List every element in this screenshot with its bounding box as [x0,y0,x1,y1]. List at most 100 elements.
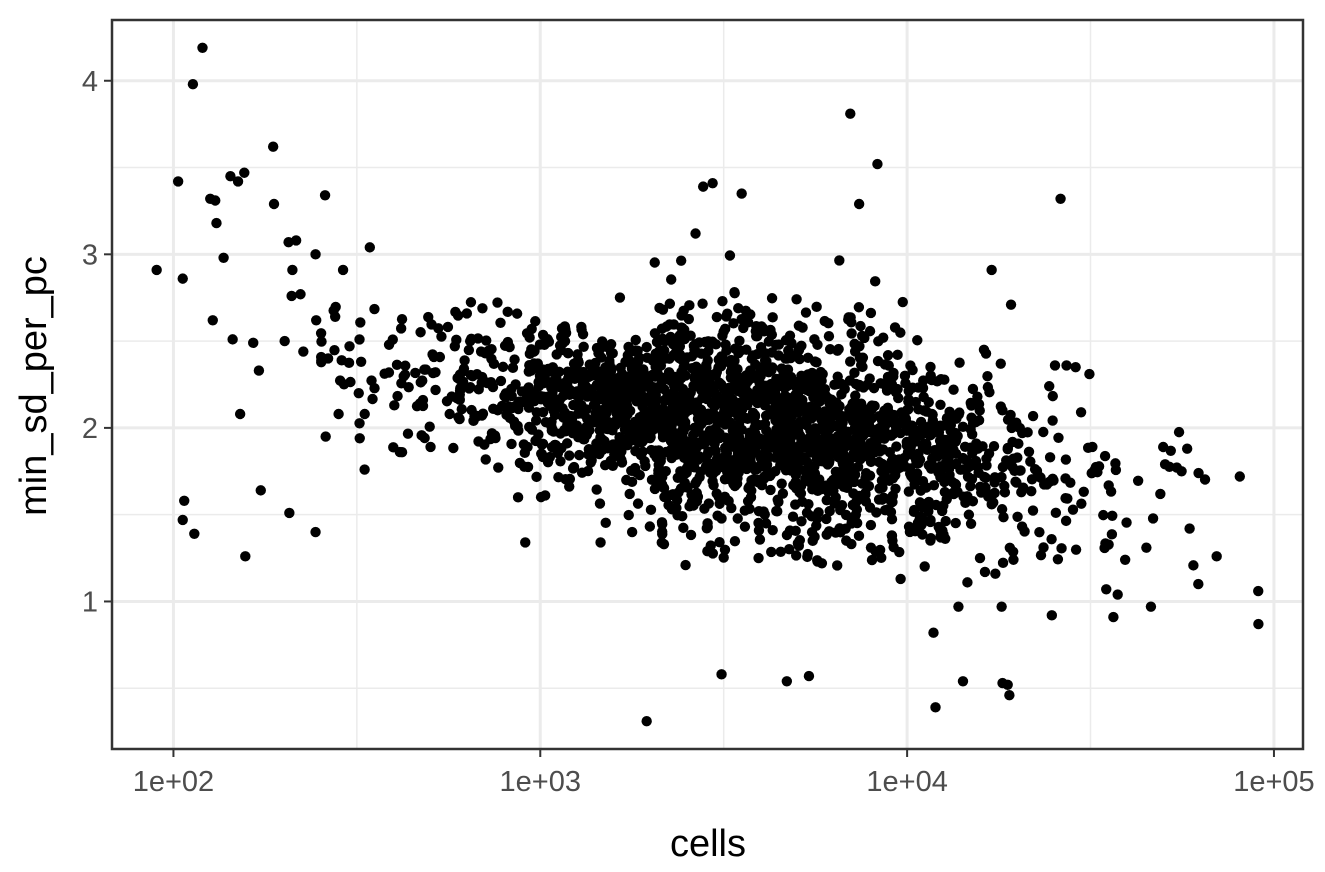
data-point [697,181,709,192]
data-point [957,676,969,687]
data-point [634,367,645,379]
data-point [473,436,484,447]
data-point [638,391,649,403]
data-point [947,476,958,488]
data-point [1181,443,1193,454]
data-point [724,250,736,261]
data-point [295,289,306,300]
data-point [989,472,1001,483]
data-point [448,442,459,454]
data-point [524,332,535,343]
data-point [656,323,668,334]
data-point [645,504,657,516]
data-point [624,488,635,500]
data-point [904,468,916,480]
data-point [865,454,877,466]
data-point [379,368,390,379]
data-point [533,429,544,440]
data-point [665,411,677,422]
data-point [690,478,701,489]
data-point [853,530,865,542]
data-point [717,296,728,307]
data-point [617,375,629,387]
data-point [526,323,537,335]
data-point [1015,465,1026,476]
data-point [674,353,685,364]
data-point [733,302,744,314]
data-point [849,406,860,417]
data-point [733,450,744,461]
data-point [424,421,435,432]
data-point [890,386,902,398]
data-point [729,535,741,547]
data-point [846,317,857,328]
data-point [702,459,713,470]
data-point [934,420,946,431]
data-point [872,158,883,170]
data-point [444,408,455,420]
data-point [504,341,515,353]
data-point [463,383,475,394]
data-point [555,456,566,467]
data-point [1112,589,1123,600]
data-point [1007,461,1018,473]
data-point [935,399,946,410]
data-point [718,383,729,394]
data-point [824,423,836,434]
data-point [749,431,760,443]
data-point [391,359,403,371]
data-point [151,264,162,276]
data-point [791,455,803,466]
data-point [577,379,588,391]
data-point [315,328,327,339]
data-point [847,499,859,511]
data-point [559,407,570,418]
data-point [415,327,426,338]
data-point [343,357,355,369]
data-point [759,355,771,366]
data-point [874,483,885,494]
data-point [518,439,530,450]
x-tick-label: 1e+04 [866,766,947,798]
data-point [467,370,478,382]
y-tick-label: 2 [82,413,98,445]
data-point [537,329,549,341]
data-point [689,422,700,433]
data-point [454,413,465,425]
data-point [572,349,583,360]
data-point [739,521,751,532]
data-point [832,371,843,382]
data-point [876,475,888,486]
data-point [685,400,696,411]
data-point [726,354,737,366]
data-point [731,478,743,489]
data-point [738,322,749,334]
data-point [858,441,869,453]
data-point [1075,407,1087,418]
data-point [623,341,634,353]
data-point [359,464,370,475]
data-point [854,490,865,502]
data-point [760,518,772,529]
data-point [641,341,652,353]
data-point [279,335,290,347]
data-point [771,424,782,435]
data-point [512,492,524,503]
data-point [1006,422,1017,434]
data-point [630,434,641,445]
data-point [802,551,813,563]
data-point [1005,299,1017,310]
data-point [887,473,899,484]
data-point [607,425,618,436]
data-point [311,315,322,326]
data-point [520,537,531,548]
data-point [754,534,766,545]
data-point [486,428,498,439]
data-point [935,466,946,478]
data-point [576,467,588,478]
data-point [948,384,959,395]
data-point [534,391,545,402]
data-point [284,507,295,519]
data-point [865,519,877,531]
